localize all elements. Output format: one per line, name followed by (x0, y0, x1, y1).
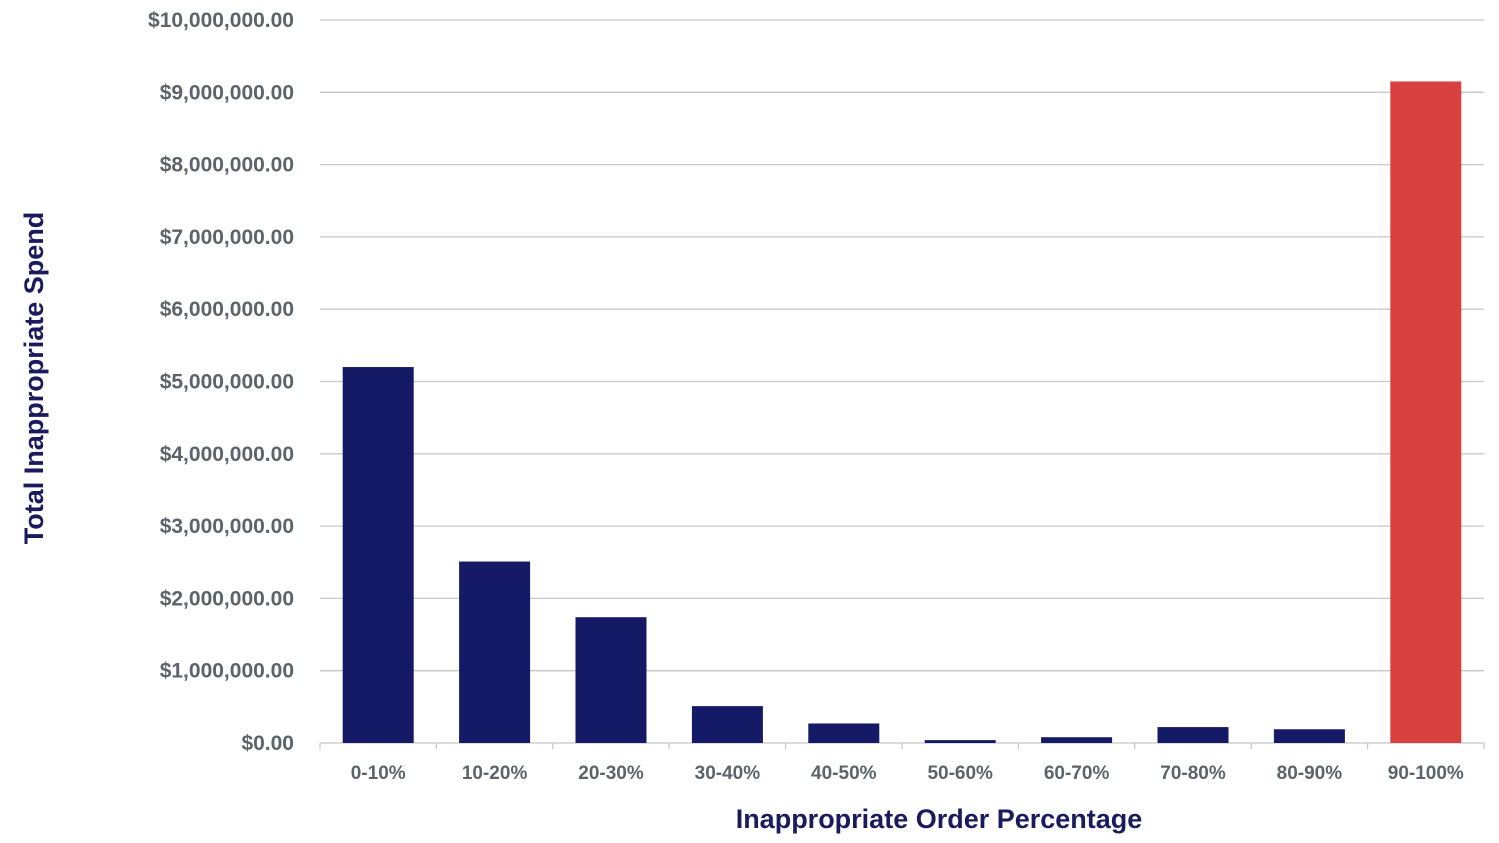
y-tick-label: $1,000,000.00 (160, 660, 294, 683)
y-axis-title: Total Inappropriate Spend (19, 212, 49, 545)
y-axis-ticks: $0.00 $1,000,000.00 $2,000,000.00 $3,000,00… (148, 9, 294, 755)
y-tick-label: $3,000,000.00 (160, 515, 294, 538)
y-tick-label: $0.00 (241, 732, 294, 755)
y-tick-label: $9,000,000.00 (160, 81, 294, 104)
y-tick-label: $6,000,000.00 (160, 298, 294, 321)
bar-30-40pct (691, 706, 763, 743)
y-tick-label: $2,000,000.00 (160, 587, 294, 610)
bars (342, 81, 1462, 743)
x-tick-label: 60-70% (1044, 763, 1110, 784)
x-tick-label: 30-40% (695, 763, 761, 784)
y-tick-label: $5,000,000.00 (160, 371, 294, 394)
x-axis-ticks: 0-10% 10-20% 20-30% 30-40% 40-50% 50-60% 60-70… (319, 743, 1485, 784)
bar-20-30pct (575, 617, 647, 743)
bar-80-90pct (1273, 729, 1345, 743)
bar-50-60pct (924, 740, 996, 743)
bar-60-70pct (1041, 737, 1113, 743)
bar-0-10pct (342, 367, 414, 743)
x-tick-label: 70-80% (1160, 763, 1226, 784)
y-tick-label: $7,000,000.00 (160, 226, 294, 249)
x-tick-label: 10-20% (462, 763, 528, 784)
bar-40-50pct (808, 723, 880, 743)
x-tick-label: 20-30% (578, 763, 644, 784)
x-axis-title: Inappropriate Order Percentage (736, 804, 1143, 834)
x-tick-label: 90-100% (1388, 763, 1464, 784)
bar-70-80pct (1157, 727, 1229, 743)
x-tick-label: 80-90% (1277, 763, 1343, 784)
y-tick-label: $4,000,000.00 (160, 443, 294, 466)
x-tick-label: 50-60% (927, 763, 993, 784)
bar-10-20pct (459, 561, 531, 743)
y-tick-label: $10,000,000.00 (148, 9, 294, 32)
x-tick-label: 0-10% (351, 763, 406, 784)
x-tick-label: 40-50% (811, 763, 877, 784)
bar-90-100pct (1390, 81, 1462, 743)
y-tick-label: $8,000,000.00 (160, 154, 294, 177)
